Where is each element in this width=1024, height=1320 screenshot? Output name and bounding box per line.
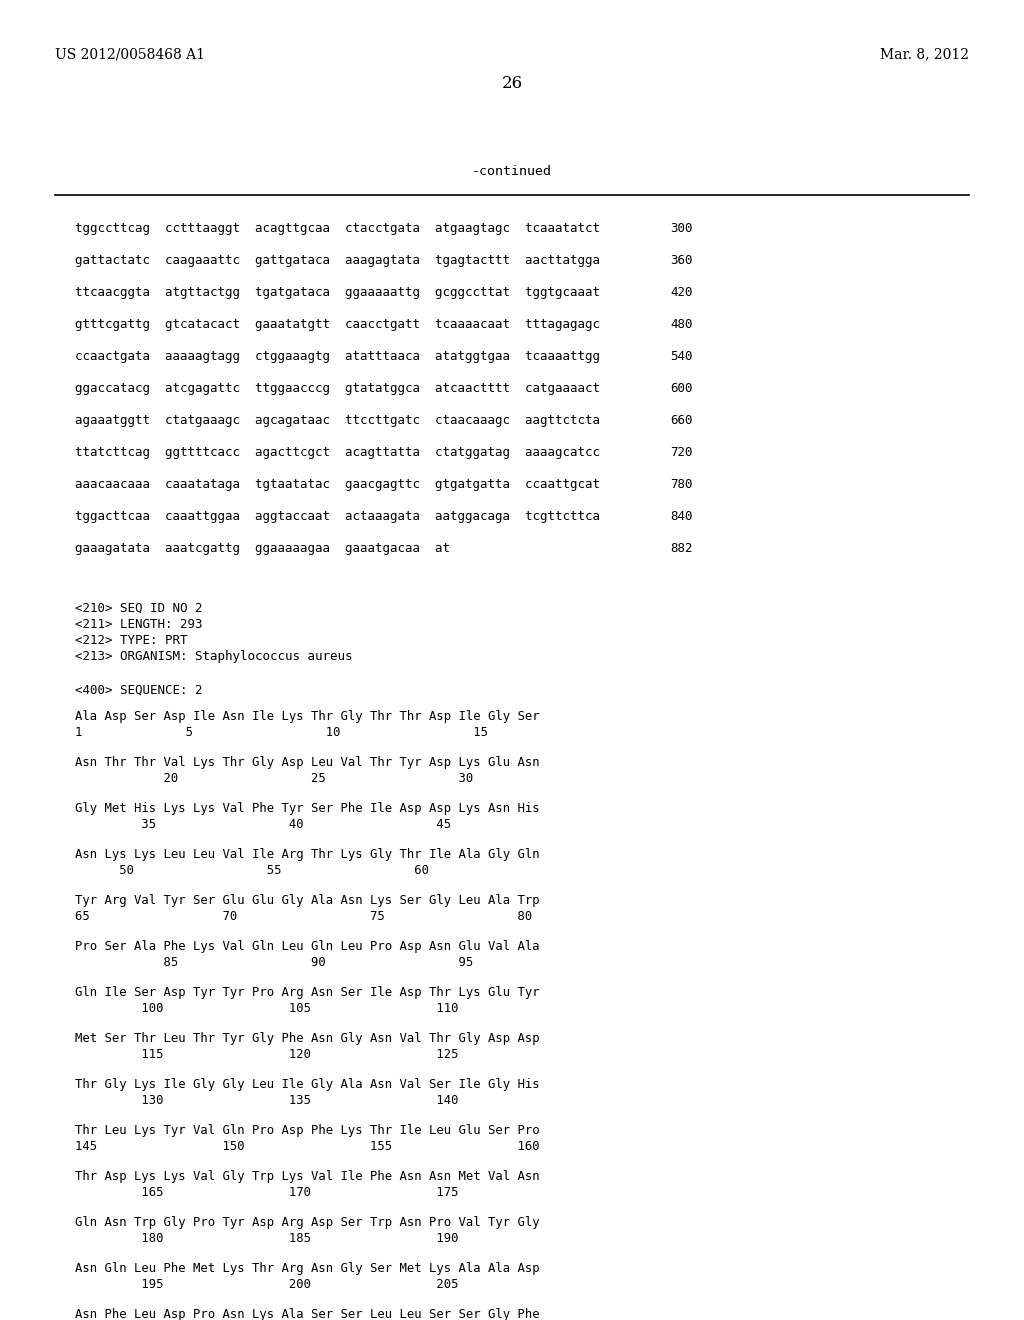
Text: Tyr Arg Val Tyr Ser Glu Glu Gly Ala Asn Lys Ser Gly Leu Ala Trp: Tyr Arg Val Tyr Ser Glu Glu Gly Ala Asn …: [75, 894, 540, 907]
Text: Met Ser Thr Leu Thr Tyr Gly Phe Asn Gly Asn Val Thr Gly Asp Asp: Met Ser Thr Leu Thr Tyr Gly Phe Asn Gly …: [75, 1032, 540, 1045]
Text: 100                 105                 110: 100 105 110: [75, 1002, 459, 1015]
Text: 65                  70                  75                  80: 65 70 75 80: [75, 909, 532, 923]
Text: Asn Phe Leu Asp Pro Asn Lys Ala Ser Ser Leu Leu Ser Ser Gly Phe: Asn Phe Leu Asp Pro Asn Lys Ala Ser Ser …: [75, 1308, 540, 1320]
Text: 35                  40                  45: 35 40 45: [75, 818, 452, 832]
Text: 20                  25                  30: 20 25 30: [75, 772, 473, 785]
Text: Thr Leu Lys Tyr Val Gln Pro Asp Phe Lys Thr Ile Leu Glu Ser Pro: Thr Leu Lys Tyr Val Gln Pro Asp Phe Lys …: [75, 1125, 540, 1137]
Text: 882: 882: [670, 543, 692, 554]
Text: 145                 150                 155                 160: 145 150 155 160: [75, 1140, 540, 1152]
Text: ggaccatacg  atcgagattc  ttggaacccg  gtatatggca  atcaactttt  catgaaaact: ggaccatacg atcgagattc ttggaacccg gtatatg…: [75, 381, 600, 395]
Text: 420: 420: [670, 286, 692, 300]
Text: 840: 840: [670, 510, 692, 523]
Text: 165                 170                 175: 165 170 175: [75, 1185, 459, 1199]
Text: 360: 360: [670, 253, 692, 267]
Text: US 2012/0058468 A1: US 2012/0058468 A1: [55, 48, 205, 61]
Text: gaaagatata  aaatcgattg  ggaaaaagaa  gaaatgacaa  at: gaaagatata aaatcgattg ggaaaaagaa gaaatga…: [75, 543, 450, 554]
Text: 1              5                  10                  15: 1 5 10 15: [75, 726, 488, 739]
Text: 720: 720: [670, 446, 692, 459]
Text: -continued: -continued: [472, 165, 552, 178]
Text: Pro Ser Ala Phe Lys Val Gln Leu Gln Leu Pro Asp Asn Glu Val Ala: Pro Ser Ala Phe Lys Val Gln Leu Gln Leu …: [75, 940, 540, 953]
Text: gattactatc  caagaaattc  gattgataca  aaagagtata  tgagtacttt  aacttatgga: gattactatc caagaaattc gattgataca aaagagt…: [75, 253, 600, 267]
Text: Asn Thr Thr Val Lys Thr Gly Asp Leu Val Thr Tyr Asp Lys Glu Asn: Asn Thr Thr Val Lys Thr Gly Asp Leu Val …: [75, 756, 540, 770]
Text: 26: 26: [502, 75, 522, 92]
Text: tggccttcag  cctttaaggt  acagttgcaa  ctacctgata  atgaagtagc  tcaaatatct: tggccttcag cctttaaggt acagttgcaa ctacctg…: [75, 222, 600, 235]
Text: Thr Gly Lys Ile Gly Gly Leu Ile Gly Ala Asn Val Ser Ile Gly His: Thr Gly Lys Ile Gly Gly Leu Ile Gly Ala …: [75, 1078, 540, 1092]
Text: Gln Ile Ser Asp Tyr Tyr Pro Arg Asn Ser Ile Asp Thr Lys Glu Tyr: Gln Ile Ser Asp Tyr Tyr Pro Arg Asn Ser …: [75, 986, 540, 999]
Text: 780: 780: [670, 478, 692, 491]
Text: Gly Met His Lys Lys Val Phe Tyr Ser Phe Ile Asp Asp Lys Asn His: Gly Met His Lys Lys Val Phe Tyr Ser Phe …: [75, 803, 540, 814]
Text: 130                 135                 140: 130 135 140: [75, 1094, 459, 1107]
Text: 480: 480: [670, 318, 692, 331]
Text: <400> SEQUENCE: 2: <400> SEQUENCE: 2: [75, 684, 203, 697]
Text: <210> SEQ ID NO 2: <210> SEQ ID NO 2: [75, 602, 203, 615]
Text: Mar. 8, 2012: Mar. 8, 2012: [880, 48, 969, 61]
Text: aaacaacaaa  caaatataga  tgtaatatac  gaacgagttc  gtgatgatta  ccaattgcat: aaacaacaaa caaatataga tgtaatatac gaacgag…: [75, 478, 600, 491]
Text: 115                 120                 125: 115 120 125: [75, 1048, 459, 1061]
Text: 195                 200                 205: 195 200 205: [75, 1278, 459, 1291]
Text: Asn Gln Leu Phe Met Lys Thr Arg Asn Gly Ser Met Lys Ala Ala Asp: Asn Gln Leu Phe Met Lys Thr Arg Asn Gly …: [75, 1262, 540, 1275]
Text: Gln Asn Trp Gly Pro Tyr Asp Arg Asp Ser Trp Asn Pro Val Tyr Gly: Gln Asn Trp Gly Pro Tyr Asp Arg Asp Ser …: [75, 1216, 540, 1229]
Text: <213> ORGANISM: Staphylococcus aureus: <213> ORGANISM: Staphylococcus aureus: [75, 649, 352, 663]
Text: <212> TYPE: PRT: <212> TYPE: PRT: [75, 634, 187, 647]
Text: 600: 600: [670, 381, 692, 395]
Text: 540: 540: [670, 350, 692, 363]
Text: 85                  90                  95: 85 90 95: [75, 956, 473, 969]
Text: 300: 300: [670, 222, 692, 235]
Text: Thr Asp Lys Lys Val Gly Trp Lys Val Ile Phe Asn Asn Met Val Asn: Thr Asp Lys Lys Val Gly Trp Lys Val Ile …: [75, 1170, 540, 1183]
Text: 180                 185                 190: 180 185 190: [75, 1232, 459, 1245]
Text: Asn Lys Lys Leu Leu Val Ile Arg Thr Lys Gly Thr Ile Ala Gly Gln: Asn Lys Lys Leu Leu Val Ile Arg Thr Lys …: [75, 847, 540, 861]
Text: <211> LENGTH: 293: <211> LENGTH: 293: [75, 618, 203, 631]
Text: agaaatggtt  ctatgaaagc  agcagataac  ttccttgatc  ctaacaaagc  aagttctcta: agaaatggtt ctatgaaagc agcagataac ttccttg…: [75, 414, 600, 426]
Text: 660: 660: [670, 414, 692, 426]
Text: ttatcttcag  ggttttcacc  agacttcgct  acagttatta  ctatggatag  aaaagcatcc: ttatcttcag ggttttcacc agacttcgct acagtta…: [75, 446, 600, 459]
Text: 50                  55                  60: 50 55 60: [75, 865, 429, 876]
Text: Ala Asp Ser Asp Ile Asn Ile Lys Thr Gly Thr Thr Asp Ile Gly Ser: Ala Asp Ser Asp Ile Asn Ile Lys Thr Gly …: [75, 710, 540, 723]
Text: ttcaacggta  atgttactgg  tgatgataca  ggaaaaattg  gcggccttat  tggtgcaaat: ttcaacggta atgttactgg tgatgataca ggaaaaa…: [75, 286, 600, 300]
Text: tggacttcaa  caaattggaa  aggtaccaat  actaaagata  aatggacaga  tcgttcttca: tggacttcaa caaattggaa aggtaccaat actaaag…: [75, 510, 600, 523]
Text: ccaactgata  aaaaagtagg  ctggaaagtg  atatttaaca  atatggtgaa  tcaaaattgg: ccaactgata aaaaagtagg ctggaaagtg atattta…: [75, 350, 600, 363]
Text: gtttcgattg  gtcatacact  gaaatatgtt  caacctgatt  tcaaaacaat  tttagagagc: gtttcgattg gtcatacact gaaatatgtt caacctg…: [75, 318, 600, 331]
